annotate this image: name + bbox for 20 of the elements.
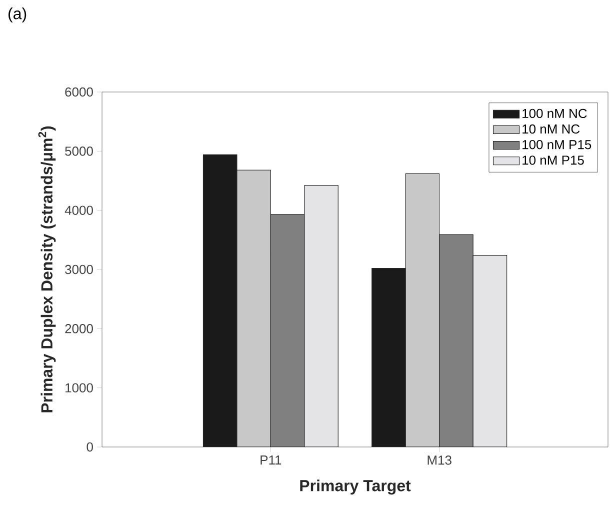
text: (a) (8, 8, 26, 22)
legend-label: 100 nM P15 (522, 140, 592, 150)
legend-label: 10 nM P15 (522, 156, 584, 165)
x-tick-label: P11 (260, 456, 282, 464)
y-tick-label: 2000 (65, 324, 93, 334)
y-tick-label: 3000 (65, 264, 93, 274)
y-tick-label: 1000 (66, 383, 93, 392)
y-axis-title: Primary Duplex Density (strands/μm$^{2}$) (38, 126, 56, 412)
legend-label: 10 nM NC (522, 124, 580, 134)
y-tick-label: 4000 (64, 206, 93, 215)
x-tick-label: M13 (428, 456, 452, 465)
bar (236, 170, 271, 447)
x-axis-title: Primary Target (300, 480, 411, 495)
bar (472, 254, 508, 447)
y-tick-label: 5000 (65, 146, 93, 156)
legend-label: 100 nM NC (522, 108, 587, 118)
y-tick-label: 0 (86, 442, 93, 452)
bar (304, 185, 338, 447)
bar (405, 173, 440, 447)
y-tick-label: 6000 (65, 87, 93, 97)
